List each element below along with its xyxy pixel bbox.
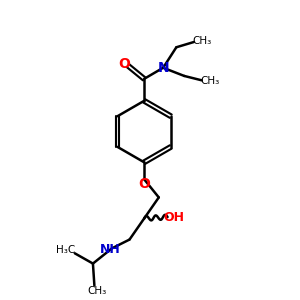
Text: CH₃: CH₃ [88, 286, 107, 296]
Text: N: N [158, 61, 170, 75]
Text: CH₃: CH₃ [200, 76, 219, 86]
Text: NH: NH [100, 243, 121, 256]
Text: O: O [138, 177, 150, 191]
Text: OH: OH [164, 211, 184, 224]
Text: O: O [118, 57, 130, 71]
Text: CH₃: CH₃ [192, 36, 212, 46]
Text: H₃C: H₃C [56, 245, 76, 255]
